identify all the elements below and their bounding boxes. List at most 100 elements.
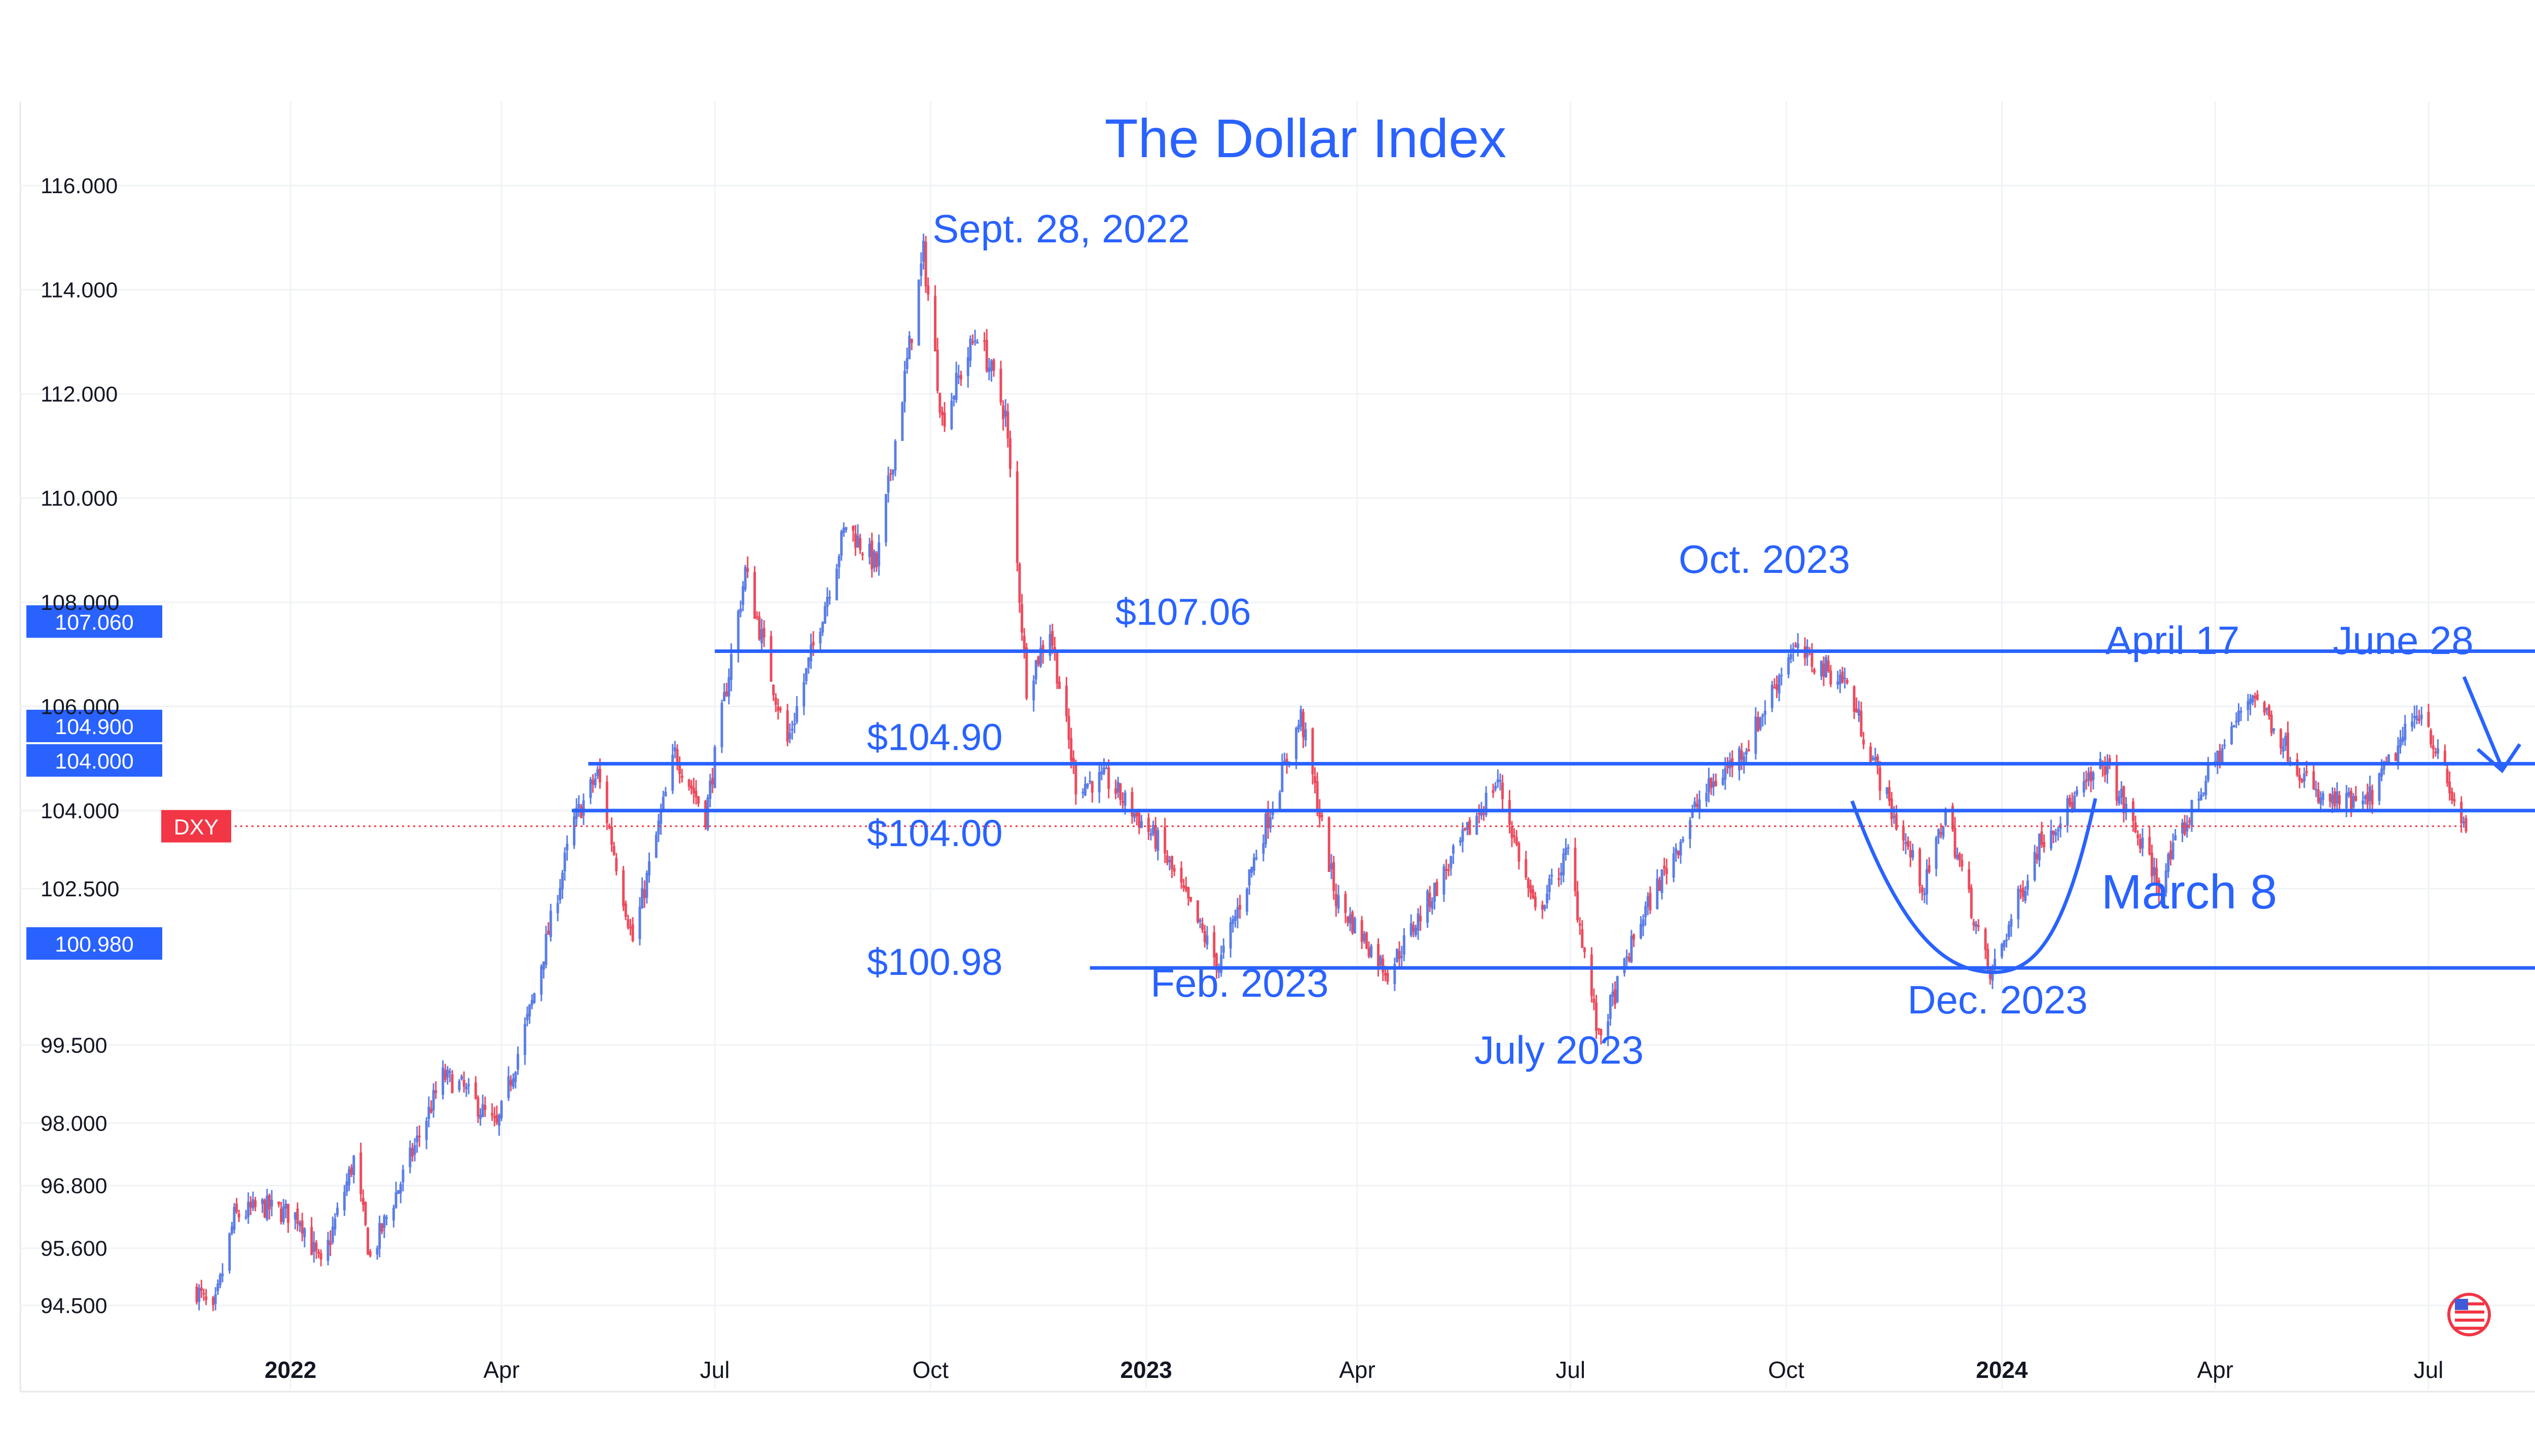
candle-body: [327, 1240, 330, 1261]
candle-body: [924, 241, 927, 286]
candle-body: [1334, 894, 1337, 906]
candle-body: [887, 475, 890, 493]
candle-body: [1961, 860, 1964, 867]
candle-body: [1906, 841, 1909, 847]
candle-body: [263, 1200, 266, 1218]
candle-body: [1578, 923, 1581, 926]
candle-body: [517, 1054, 520, 1070]
candle-body: [1217, 969, 1220, 973]
candle-body: [1660, 869, 1663, 893]
candle-body: [2319, 797, 2322, 805]
candle-body: [1688, 820, 1691, 839]
candle-body: [266, 1195, 269, 1220]
candle-body: [2305, 771, 2308, 773]
candle-body: [312, 1242, 315, 1252]
candle-body: [2073, 795, 2076, 810]
candle-body: [563, 852, 566, 871]
candle-body: [1236, 907, 1239, 919]
candle-body: [927, 285, 930, 295]
candle-body: [1084, 784, 1087, 795]
rounding-bottom-curve: [1850, 798, 2097, 974]
candle-body: [1370, 945, 1373, 957]
candle-body: [2197, 798, 2200, 801]
candle-body: [2199, 794, 2202, 800]
candle-body: [1738, 748, 1741, 771]
candle-body: [458, 1081, 461, 1090]
candle-body: [2401, 737, 2404, 742]
candle-body: [990, 360, 993, 371]
symbol-badge: [161, 810, 231, 843]
price-level-badge: [26, 710, 162, 742]
candle-body: [1450, 856, 1453, 868]
candle-body: [988, 367, 991, 373]
candle-body: [2450, 791, 2453, 800]
candle-body: [1184, 886, 1187, 890]
candle-body: [722, 692, 726, 702]
candle-body: [746, 568, 749, 572]
candle-body: [1994, 959, 1997, 969]
candle-body: [411, 1148, 414, 1156]
annotation-label: July 2023: [1474, 1028, 1644, 1072]
candle-body: [572, 816, 575, 846]
candle-body: [1918, 849, 1922, 886]
candle-body: [214, 1294, 217, 1304]
candle-body: [1740, 750, 1743, 760]
candle-body: [1346, 917, 1349, 923]
candle-body: [1939, 832, 1942, 834]
candle-body: [795, 706, 799, 722]
y-tick-label: 96.800: [41, 1174, 107, 1198]
candle-body: [1562, 853, 1565, 876]
candle-body: [704, 801, 707, 827]
candle-body: [1972, 922, 1975, 926]
candle-body: [2349, 791, 2352, 811]
candle-body: [1480, 811, 1483, 816]
candle-body: [1780, 675, 1783, 677]
candle-body: [2427, 712, 2430, 727]
candle-body: [1196, 900, 1199, 923]
candle-body: [195, 1286, 198, 1302]
candle-body: [1574, 847, 1577, 891]
candle-body: [1140, 821, 1143, 828]
candle-body: [1827, 661, 1830, 671]
candle-body: [1759, 717, 1762, 729]
candle-body: [1447, 869, 1450, 871]
candle-body: [1025, 647, 1028, 699]
candle-body: [1299, 709, 1302, 727]
candle-body: [1182, 885, 1185, 888]
candle-body: [901, 402, 904, 441]
candle-body: [875, 553, 878, 567]
candle-body: [359, 1152, 363, 1194]
candle-body: [378, 1223, 381, 1249]
candle-body: [1508, 800, 1511, 825]
candle-body: [2043, 842, 2046, 848]
candle-body: [1813, 669, 1816, 673]
candle-body: [612, 846, 615, 855]
candle-body: [249, 1202, 252, 1208]
candle-body: [788, 733, 791, 739]
candle-body: [1499, 780, 1502, 782]
candle-body: [1318, 809, 1321, 819]
candle-body: [2382, 761, 2385, 770]
candle-body: [1482, 813, 1486, 815]
candle-body: [2239, 711, 2242, 713]
candle-body: [1041, 645, 1044, 652]
candle-body: [1138, 813, 1141, 828]
candle-body: [2282, 746, 2285, 752]
candle-body: [1089, 780, 1092, 782]
candle-body: [910, 339, 913, 343]
candle-body: [2150, 853, 2153, 877]
candle-body: [1773, 687, 1776, 689]
candle-body: [233, 1207, 236, 1230]
candle-body: [1567, 847, 1570, 849]
candle-body: [1890, 798, 1893, 819]
candle-body: [1107, 768, 1110, 789]
candle-body: [1365, 932, 1368, 949]
candle-body: [1968, 869, 1971, 890]
candle-body: [286, 1204, 289, 1223]
candle-body: [1349, 914, 1352, 924]
candle-body: [706, 797, 709, 830]
candle-body: [556, 903, 559, 914]
candle-body: [1710, 777, 1713, 788]
candle-body: [2183, 822, 2186, 835]
price-level-label: $104.90: [867, 716, 1003, 758]
